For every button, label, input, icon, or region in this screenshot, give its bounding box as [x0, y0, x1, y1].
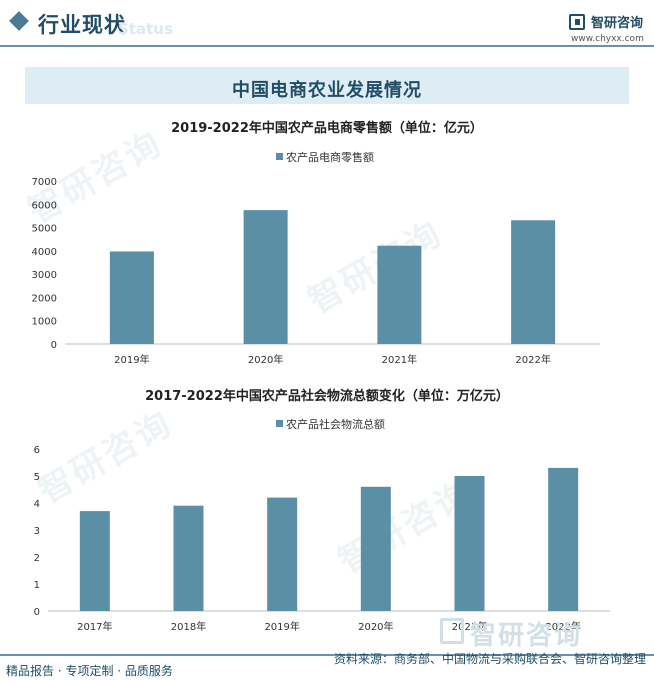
y-tick-label: 1000 — [32, 317, 57, 328]
brand-logo: 智研咨询 www.chyxx.com — [569, 12, 651, 48]
watermark-brand: 智研咨询 — [470, 621, 583, 651]
chart-title: 2019-2022年中国农产品电商零售额（单位：亿元） — [171, 120, 483, 136]
x-tick-label: 2021年 — [382, 353, 417, 366]
y-tick-label: 3 — [34, 526, 40, 537]
x-tick-label: 2017年 — [77, 620, 112, 633]
y-tick-label: 0 — [51, 340, 57, 351]
footer-source: 资料来源：商务部、中国物流与采购联合会、智研咨询整理 — [333, 652, 646, 666]
y-tick-label: 7000 — [32, 177, 57, 188]
bar — [243, 210, 288, 344]
x-tick-label: 2022年 — [515, 353, 550, 366]
header-divider — [0, 45, 654, 47]
x-tick-label: 2021年 — [452, 620, 487, 633]
legend-swatch — [276, 153, 283, 160]
bar — [267, 497, 298, 611]
x-tick-label: 2018年 — [171, 620, 206, 633]
section-banner: 中国电商农业发展情况 — [25, 67, 629, 104]
bar — [173, 505, 204, 611]
logo-url: www.chyxx.com — [571, 34, 644, 44]
retail-sales-chart: 2019-2022年中国农产品电商零售额（单位：亿元） 农产品电商零售额 0 1000… — [32, 120, 600, 366]
diamond-icon — [9, 11, 29, 31]
bar — [360, 486, 391, 611]
x-tick-label: 2020年 — [358, 620, 393, 633]
legend-label: 农产品电商零售额 — [286, 150, 374, 164]
x-tick-label: 2020年 — [248, 353, 283, 366]
page-title: 行业现状 — [38, 13, 126, 37]
x-tick-label: 2019年 — [114, 353, 149, 366]
bar — [454, 476, 485, 611]
bar — [377, 245, 422, 344]
bar — [548, 467, 579, 611]
section-banner-title: 中国电商农业发展情况 — [232, 80, 422, 101]
header-ghost-text: Status — [118, 20, 173, 38]
y-tick-label: 2000 — [32, 293, 57, 304]
bar — [511, 220, 556, 344]
footer-divider — [0, 654, 654, 656]
y-tick-label: 6000 — [32, 200, 57, 211]
x-tick-label: 2019年 — [264, 620, 299, 633]
y-tick-label: 4000 — [32, 247, 57, 258]
y-tick-label: 2 — [34, 553, 40, 564]
footer-slogan: 精品报告 · 专项定制 · 品质服务 — [6, 664, 173, 678]
watermark-logo-icon — [440, 618, 464, 644]
y-tick-label: 4 — [34, 499, 40, 510]
y-tick-label: 5 — [34, 472, 40, 483]
bar — [109, 251, 154, 344]
chart-title: 2017-2022年中国农产品社会物流总额变化（单位：万亿元） — [145, 388, 509, 404]
logo-icon — [569, 14, 585, 30]
logo-name: 智研咨询 — [591, 16, 644, 31]
y-tick-label: 1 — [34, 580, 40, 591]
y-tick-label: 0 — [34, 607, 40, 618]
logistics-total-chart: 2017-2022年中国农产品社会物流总额变化（单位：万亿元） 农产品社会物流总额… — [34, 388, 610, 633]
legend-swatch — [276, 420, 283, 427]
y-tick-label: 3000 — [32, 270, 57, 281]
legend-label: 农产品社会物流总额 — [286, 417, 385, 431]
bar — [79, 511, 110, 611]
y-tick-label: 6 — [34, 445, 40, 456]
page-header: 行业现状 Status 智研咨询 www.chyxx.com — [0, 0, 654, 52]
x-tick-label: 2022年 — [545, 620, 580, 633]
y-tick-label: 5000 — [32, 224, 57, 235]
